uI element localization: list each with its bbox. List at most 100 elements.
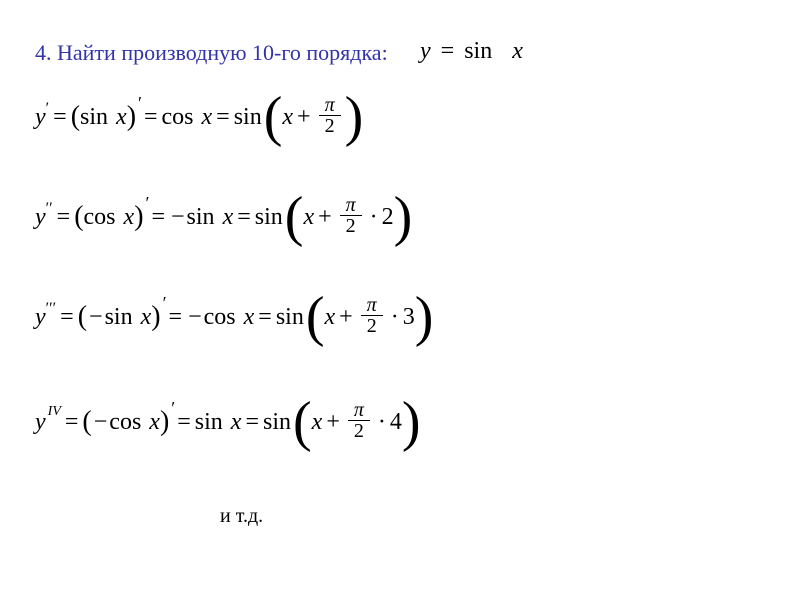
big-paren-4: ( x + π 2 · 4 ) (293, 400, 421, 445)
fraction: π 2 (348, 400, 370, 441)
eq-3a: = (60, 304, 74, 331)
big-rparen: ) (415, 295, 434, 340)
derivative-expr-3: ( −sinx ) ′ (78, 301, 165, 333)
arg-x: x (324, 304, 335, 331)
arg-x: x (303, 204, 314, 231)
arg-x: x (312, 409, 323, 436)
derivative-row-4: yIV = ( −cosx ) ′ = sinx = sin ( x + π 2… (35, 400, 421, 445)
eq-3b: = (169, 304, 183, 331)
given-eq: = (441, 38, 455, 64)
inner-func: cos (84, 204, 116, 231)
frac-den: 2 (342, 216, 360, 236)
inner-func: sin (105, 304, 133, 331)
mid-var: x (244, 304, 255, 331)
mid-sign: − (171, 204, 185, 231)
dot: · (378, 409, 386, 436)
given-var: x (512, 38, 523, 64)
frac-den: 2 (363, 316, 381, 336)
lparen: ( (71, 101, 80, 133)
dot: · (391, 304, 399, 331)
derivative-row-2: y′′ = ( cosx ) ′ = −sinx = sin ( x + π 2… (35, 195, 412, 240)
prime-mark: ′ (163, 293, 167, 314)
rparen: ) (127, 101, 136, 133)
big-rparen: ) (394, 195, 413, 240)
given-equation: y = sin x (420, 38, 523, 65)
arg-plus: + (326, 409, 340, 436)
eq-2b: = (151, 204, 165, 231)
y-roman: IV (48, 404, 61, 420)
eq-1c: = (216, 104, 230, 131)
eq-3c: = (258, 304, 272, 331)
problem-title: 4. Найти производную 10-го порядка: (35, 40, 388, 66)
arg-plus: + (318, 204, 332, 231)
given-func: sin (464, 38, 492, 64)
given-y: y (420, 38, 431, 64)
inner-var: x (149, 409, 160, 436)
big-rparen: ) (402, 400, 421, 445)
eq-4a: = (65, 409, 79, 436)
lparen: ( (78, 301, 87, 333)
sin-func: sin (276, 304, 304, 331)
rparen: ) (151, 301, 160, 333)
sin-func: sin (263, 409, 291, 436)
frac-num: π (350, 400, 368, 420)
inner-func: cos (109, 409, 141, 436)
frac-num: π (321, 95, 339, 115)
fraction: π 2 (340, 195, 362, 236)
big-lparen: ( (306, 295, 325, 340)
arg-plus: + (339, 304, 353, 331)
y-symbol: y (35, 204, 46, 231)
arg-x: x (282, 104, 293, 131)
sin-func: sin (234, 104, 262, 131)
sin-func: sin (255, 204, 283, 231)
mid-func: sin (187, 204, 215, 231)
mult: 4 (390, 409, 402, 436)
prime-mark: ′ (171, 398, 175, 419)
frac-den: 2 (350, 421, 368, 441)
rparen: ) (134, 201, 143, 233)
mid-func: cos (204, 304, 236, 331)
arg-plus: + (297, 104, 311, 131)
big-paren-3: ( x + π 2 · 3 ) (306, 295, 434, 340)
y-prime: ′ (46, 100, 50, 118)
y-symbol: y (35, 304, 46, 331)
mid-var: x (223, 204, 234, 231)
eq-1b: = (144, 104, 158, 131)
eq-2c: = (237, 204, 251, 231)
lparen: ( (82, 406, 91, 438)
fraction: π 2 (319, 95, 341, 136)
inner-func: sin (80, 104, 108, 131)
frac-num: π (363, 295, 381, 315)
mid-var: x (231, 409, 242, 436)
derivative-row-1: y′ = ( sinx ) ′ = cosx = sin ( x + π 2 ) (35, 95, 363, 140)
inner-var: x (116, 104, 127, 131)
et-cetera: и т.д. (220, 505, 263, 528)
y-symbol: y (35, 104, 46, 131)
derivative-row-3: y′′′ = ( −sinx ) ′ = −cosx = sin ( x + π… (35, 295, 433, 340)
big-lparen: ( (293, 400, 312, 445)
inner-var: x (141, 304, 152, 331)
mid-sign: − (188, 304, 202, 331)
inner-sign: − (89, 304, 103, 331)
y-prime: ′′′ (46, 300, 57, 318)
fraction: π 2 (361, 295, 383, 336)
prime-mark: ′ (138, 93, 142, 114)
big-paren-2: ( x + π 2 · 2 ) (285, 195, 413, 240)
mid-func: cos (162, 104, 194, 131)
frac-num: π (342, 195, 360, 215)
frac-den: 2 (321, 116, 339, 136)
prime-mark: ′ (146, 193, 150, 214)
derivative-expr-4: ( −cosx ) ′ (82, 406, 173, 438)
y-prime: ′′ (46, 200, 53, 218)
big-lparen: ( (285, 195, 304, 240)
eq-2a: = (57, 204, 71, 231)
derivative-expr-2: ( cosx ) ′ (74, 201, 147, 233)
inner-sign: − (94, 409, 108, 436)
mid-var: x (202, 104, 213, 131)
eq-4c: = (245, 409, 259, 436)
big-rparen: ) (345, 95, 364, 140)
y-symbol: y (35, 409, 46, 436)
derivative-expr-1: ( sinx ) ′ (71, 101, 140, 133)
dot: · (370, 204, 378, 231)
mult: 2 (382, 204, 394, 231)
